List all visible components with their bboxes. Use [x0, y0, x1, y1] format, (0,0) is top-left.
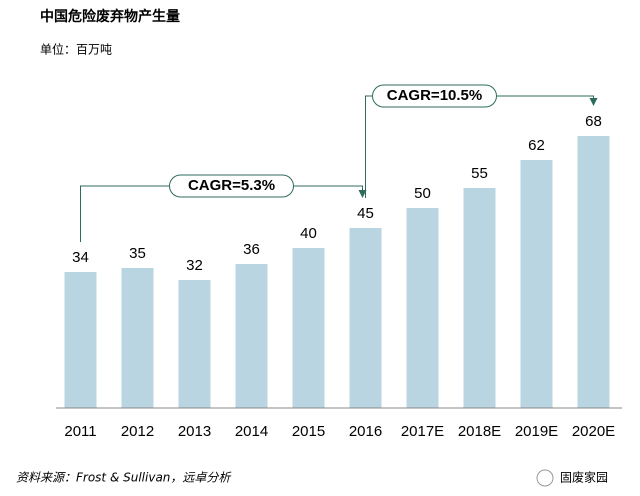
bar	[235, 264, 268, 408]
bar	[577, 136, 610, 408]
value-label: 50	[414, 185, 431, 202]
bar	[520, 160, 553, 408]
chart-title: 中国危险废弃物产生量	[40, 8, 180, 25]
cagr-arrow	[589, 98, 598, 106]
bar	[64, 272, 97, 408]
cagr-label: CAGR=10.5%	[387, 87, 482, 104]
value-label: 62	[528, 137, 545, 154]
cagr-label: CAGR=5.3%	[188, 177, 275, 194]
bar	[178, 280, 211, 408]
x-tick-label: 2016	[349, 423, 382, 440]
bar	[463, 188, 496, 408]
x-tick-label: 2012	[121, 423, 154, 440]
value-label: 55	[471, 165, 488, 182]
cagr-badge	[372, 84, 497, 108]
bar	[121, 268, 154, 408]
value-label: 45	[357, 205, 374, 222]
cagr-arrow	[358, 190, 367, 198]
bar	[406, 208, 439, 408]
value-label: 68	[585, 113, 602, 130]
x-tick-label: 2011	[64, 423, 96, 440]
x-tick-label: 2020E	[572, 423, 615, 440]
bar	[349, 228, 382, 408]
value-label: 34	[72, 249, 89, 266]
source: 资料来源：Frost & Sullivan，远卓分析	[16, 471, 232, 485]
value-label: 35	[129, 245, 146, 262]
cagr-badge	[169, 174, 294, 198]
cagr-connector	[365, 95, 594, 198]
watermark: 固废家园	[560, 470, 608, 485]
x-tick-label: 2017E	[401, 423, 444, 440]
bar	[292, 248, 325, 408]
watermark-icon	[536, 469, 554, 487]
x-tick-label: 2019E	[515, 423, 558, 440]
value-label: 36	[243, 241, 260, 258]
x-tick-label: 2013	[178, 423, 211, 440]
x-tick-label: 2015	[292, 423, 325, 440]
value-label: 32	[186, 257, 203, 274]
x-tick-label: 2014	[235, 423, 268, 440]
value-label: 40	[300, 225, 317, 242]
x-tick-label: 2018E	[458, 423, 501, 440]
unit-label: 单位：百万吨	[40, 42, 112, 57]
